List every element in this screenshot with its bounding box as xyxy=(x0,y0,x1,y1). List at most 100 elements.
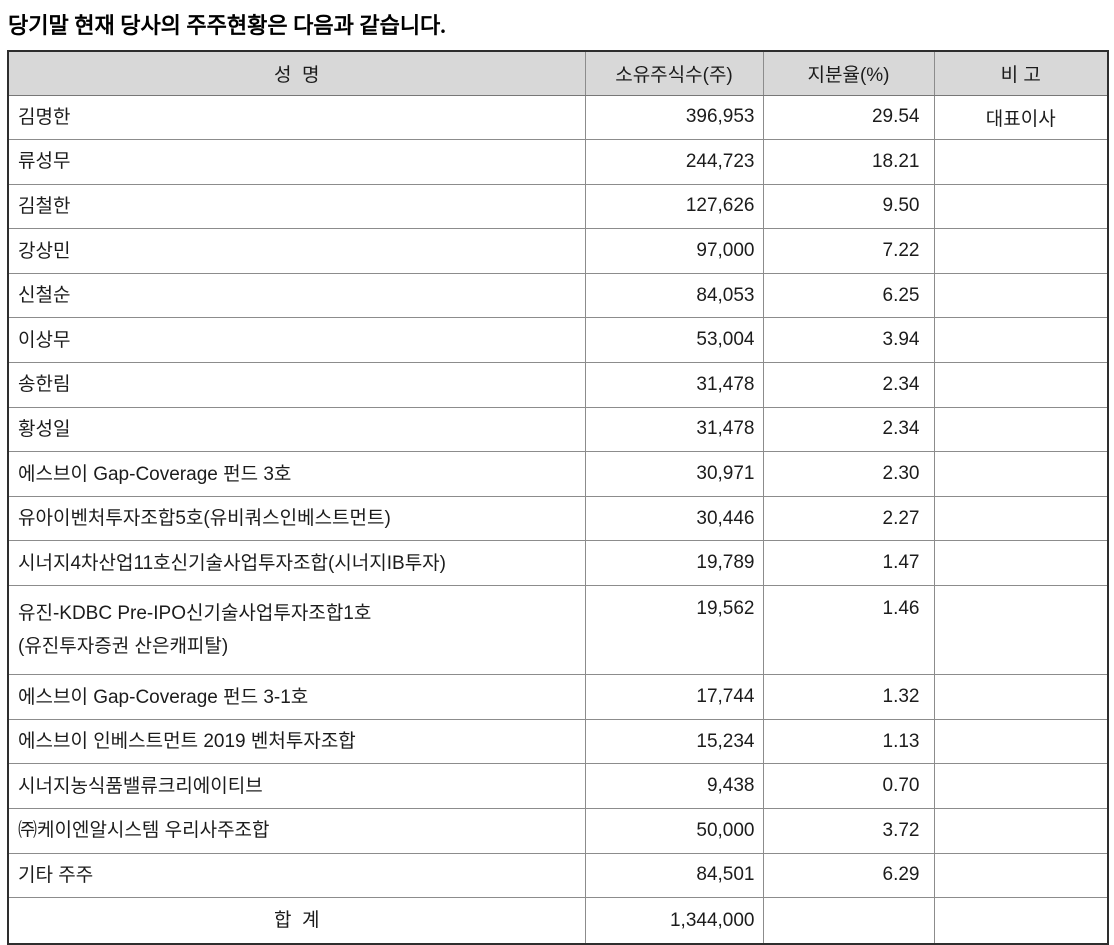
name-cell: 김철한 xyxy=(7,183,586,230)
table-row: ㈜케이엔알시스템 우리사주조합 50,000 3.72 xyxy=(7,808,1109,854)
table-row: 유아이벤처투자조합5호(유비쿼스인베스트먼트) 30,446 2.27 xyxy=(7,495,1109,542)
name-cell: 강상민 xyxy=(7,228,586,274)
ratio-cell: 2.34 xyxy=(762,362,935,408)
ratio-cell: 3.72 xyxy=(762,808,935,854)
ratio-cell: 29.54 xyxy=(762,94,935,141)
remark-cell xyxy=(933,406,1109,453)
remark-cell: 대표이사 xyxy=(933,94,1109,141)
name-cell: 이상무 xyxy=(7,317,586,364)
remark-cell xyxy=(933,540,1109,587)
remark-cell xyxy=(933,585,1109,676)
shares-cell: 19,789 xyxy=(584,540,764,587)
shares-cell: 30,446 xyxy=(584,495,764,542)
name-cell: ㈜케이엔알시스템 우리사주조합 xyxy=(7,808,586,854)
shares-cell: 84,501 xyxy=(584,852,764,899)
shares-cell: 84,053 xyxy=(584,272,764,319)
shares-cell: 31,478 xyxy=(584,362,764,408)
name-cell: 기타 주주 xyxy=(7,852,586,899)
remark-cell xyxy=(933,495,1109,542)
name-cell: 황성일 xyxy=(7,406,586,453)
table-body: 김명한 396,953 29.54 대표이사 류성무 244,723 18.21… xyxy=(7,94,1109,945)
shares-cell: 396,953 xyxy=(584,94,764,141)
shares-cell: 1,344,000 xyxy=(584,897,764,945)
table-row: 합 계 1,344,000 xyxy=(7,897,1109,945)
ratio-cell: 6.25 xyxy=(762,272,935,319)
ratio-cell: 0.70 xyxy=(762,763,935,809)
table-row: 강상민 97,000 7.22 xyxy=(7,228,1109,274)
table-row: 에스브이 Gap-Coverage 펀드 3-1호 17,744 1.32 xyxy=(7,674,1109,720)
document-title: 당기말 현재 당사의 주주현황은 다음과 같습니다. xyxy=(8,13,446,38)
remark-cell xyxy=(933,272,1109,319)
remark-cell xyxy=(933,763,1109,809)
shares-cell: 53,004 xyxy=(584,317,764,364)
name-cell: 시너지농식품밸류크리에이티브 xyxy=(7,763,586,809)
table-row: 황성일 31,478 2.34 xyxy=(7,406,1109,453)
ratio-cell: 2.27 xyxy=(762,495,935,542)
shares-cell: 17,744 xyxy=(584,674,764,720)
name-cell: 유아이벤처투자조합5호(유비쿼스인베스트먼트) xyxy=(7,495,586,542)
shares-cell: 15,234 xyxy=(584,718,764,765)
shares-cell: 244,723 xyxy=(584,139,764,185)
name-cell: 합 계 xyxy=(7,897,586,945)
name-cell: 에스브이 인베스트먼트 2019 벤처투자조합 xyxy=(7,718,586,765)
ratio-cell: 2.34 xyxy=(762,406,935,453)
name-cell: 에스브이 Gap-Coverage 펀드 3-1호 xyxy=(7,674,586,720)
name-cell: 에스브이 Gap-Coverage 펀드 3호 xyxy=(7,451,586,497)
table-row: 기타 주주 84,501 6.29 xyxy=(7,852,1109,899)
shares-cell: 30,971 xyxy=(584,451,764,497)
shares-cell: 127,626 xyxy=(584,183,764,230)
table-row: 신철순 84,053 6.25 xyxy=(7,272,1109,319)
table-row: 이상무 53,004 3.94 xyxy=(7,317,1109,364)
remark-cell xyxy=(933,852,1109,899)
shares-cell: 97,000 xyxy=(584,228,764,274)
name-cell: 김명한 xyxy=(7,94,586,141)
table-row: 시너지4차산업11호신기술사업투자조합(시너지IB투자) 19,789 1.47 xyxy=(7,540,1109,587)
header-remark: 비 고 xyxy=(933,50,1109,96)
ratio-cell: 3.94 xyxy=(762,317,935,364)
remark-cell xyxy=(933,674,1109,720)
header-row: 성 명 소유주식수(주) 지분율(%) 비 고 xyxy=(7,50,1109,96)
name-cell: 송한림 xyxy=(7,362,586,408)
name-cell: 류성무 xyxy=(7,139,586,185)
ratio-cell xyxy=(762,897,935,945)
remark-cell xyxy=(933,897,1109,945)
ratio-cell: 7.22 xyxy=(762,228,935,274)
remark-cell xyxy=(933,718,1109,765)
header-ratio: 지분율(%) xyxy=(762,50,935,96)
table-row: 시너지농식품밸류크리에이티브 9,438 0.70 xyxy=(7,763,1109,809)
remark-cell xyxy=(933,228,1109,274)
remark-cell xyxy=(933,362,1109,408)
name-cell: 유진-KDBC Pre-IPO신기술사업투자조합1호 (유진투자증권 산은캐피탈… xyxy=(7,585,586,676)
table-row: 송한림 31,478 2.34 xyxy=(7,362,1109,408)
remark-cell xyxy=(933,183,1109,230)
name-cell: 시너지4차산업11호신기술사업투자조합(시너지IB투자) xyxy=(7,540,586,587)
ratio-cell: 2.30 xyxy=(762,451,935,497)
remark-cell xyxy=(933,808,1109,854)
remark-cell xyxy=(933,317,1109,364)
table-row: 에스브이 인베스트먼트 2019 벤처투자조합 15,234 1.13 xyxy=(7,718,1109,765)
shares-cell: 19,562 xyxy=(584,585,764,676)
ratio-cell: 18.21 xyxy=(762,139,935,185)
ratio-cell: 1.13 xyxy=(762,718,935,765)
remark-cell xyxy=(933,451,1109,497)
table-row: 김철한 127,626 9.50 xyxy=(7,183,1109,230)
ratio-cell: 6.29 xyxy=(762,852,935,899)
table-header: 성 명 소유주식수(주) 지분율(%) 비 고 xyxy=(7,50,1109,96)
ratio-cell: 1.47 xyxy=(762,540,935,587)
shares-cell: 9,438 xyxy=(584,763,764,809)
remark-cell xyxy=(933,139,1109,185)
table-row: 에스브이 Gap-Coverage 펀드 3호 30,971 2.30 xyxy=(7,451,1109,497)
ratio-cell: 9.50 xyxy=(762,183,935,230)
name-cell: 신철순 xyxy=(7,272,586,319)
header-name: 성 명 xyxy=(7,50,586,96)
shareholders-table: 성 명 소유주식수(주) 지분율(%) 비 고 김명한 396,953 29.5… xyxy=(7,50,1109,945)
shares-cell: 50,000 xyxy=(584,808,764,854)
header-shares: 소유주식수(주) xyxy=(584,50,764,96)
table-row: 유진-KDBC Pre-IPO신기술사업투자조합1호 (유진투자증권 산은캐피탈… xyxy=(7,585,1109,676)
table-row: 류성무 244,723 18.21 xyxy=(7,139,1109,185)
ratio-cell: 1.46 xyxy=(762,585,935,676)
table-row: 김명한 396,953 29.54 대표이사 xyxy=(7,94,1109,141)
ratio-cell: 1.32 xyxy=(762,674,935,720)
shares-cell: 31,478 xyxy=(584,406,764,453)
